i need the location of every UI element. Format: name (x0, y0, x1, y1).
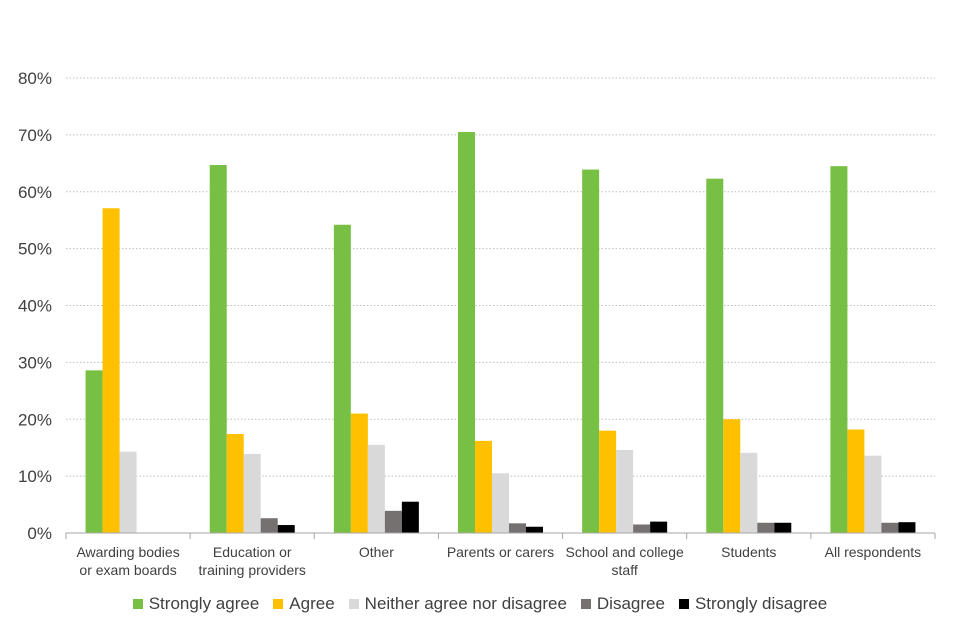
y-tick-label: 60% (18, 183, 52, 202)
bar (706, 178, 724, 533)
x-tick-label: training providers (199, 562, 306, 578)
bar (209, 165, 227, 534)
bar (350, 413, 368, 533)
legend-item: Strongly disagree (678, 594, 828, 614)
bar (102, 208, 120, 533)
legend-label: Strongly disagree (694, 594, 828, 613)
x-tick-label: Parents or carers (447, 544, 554, 560)
x-tick-label: All respondents (825, 544, 922, 560)
x-axis (65, 532, 936, 539)
legend-label: Agree (289, 594, 335, 613)
bar (616, 449, 634, 533)
x-tick-label: Education or (213, 544, 292, 560)
gridlines (66, 77, 935, 477)
x-tick-label: or exam boards (79, 562, 176, 578)
legend-swatch (678, 599, 689, 609)
legend-item: Disagree (580, 594, 665, 614)
bar (277, 525, 295, 533)
y-tick-label: 50% (18, 240, 52, 259)
bars (85, 132, 916, 534)
bar (582, 169, 600, 533)
bar (757, 522, 775, 533)
bar (226, 434, 244, 533)
y-tick-label: 20% (18, 410, 52, 429)
bar (243, 453, 261, 533)
bar (384, 510, 402, 533)
y-axis-ticks: 0% 10% 20% 30% 40% 50% 60% 70% 80% (18, 69, 52, 543)
x-tick-label: School and college (565, 544, 684, 560)
bar (475, 440, 492, 533)
bar (864, 455, 882, 533)
legend-swatch (580, 599, 591, 609)
bar (723, 419, 741, 533)
legend-item: Strongly agree (132, 594, 260, 614)
bar (333, 224, 351, 534)
y-tick-label: 10% (18, 467, 52, 486)
bar (650, 521, 668, 533)
legend-swatch (132, 599, 143, 609)
legend-label: Disagree (596, 594, 665, 613)
x-axis-labels: Awarding bodies or exam boards Education o… (76, 544, 921, 578)
bar (898, 522, 916, 533)
legend: Strongly agree Agree Neither agree nor dis… (0, 594, 960, 614)
y-tick-label: 0% (27, 524, 52, 543)
bar (85, 370, 103, 533)
legend-swatch (273, 599, 284, 609)
bar (526, 526, 543, 533)
bar (119, 451, 137, 533)
bar (260, 518, 278, 533)
bar (847, 429, 865, 533)
bar (458, 132, 475, 533)
legend-swatch (348, 599, 359, 609)
y-tick-label: 40% (18, 297, 52, 316)
bar (509, 523, 526, 533)
bar (881, 522, 899, 533)
bar-chart: 0% 10% 20% 30% 40% 50% 60% 70% 80% Awarding bodi… (18, 69, 936, 578)
bar (633, 524, 651, 533)
bar (492, 473, 509, 533)
legend-item: Neither agree nor disagree (348, 594, 567, 614)
bar (830, 166, 848, 533)
bar (774, 522, 792, 533)
bar (599, 430, 617, 533)
y-tick-label: 80% (18, 69, 52, 88)
x-tick-label: Awarding bodies (76, 544, 179, 560)
x-tick-label: Other (359, 544, 394, 560)
x-tick-label: Students (721, 544, 776, 560)
x-tick-label: staff (612, 562, 638, 578)
legend-label: Neither agree nor disagree (364, 594, 567, 613)
bar (367, 444, 385, 533)
legend-label: Strongly agree (148, 594, 260, 613)
legend-item: Agree (273, 594, 335, 614)
y-tick-label: 70% (18, 126, 52, 145)
y-tick-label: 30% (18, 353, 52, 372)
bar (401, 501, 419, 533)
bar (740, 452, 758, 533)
